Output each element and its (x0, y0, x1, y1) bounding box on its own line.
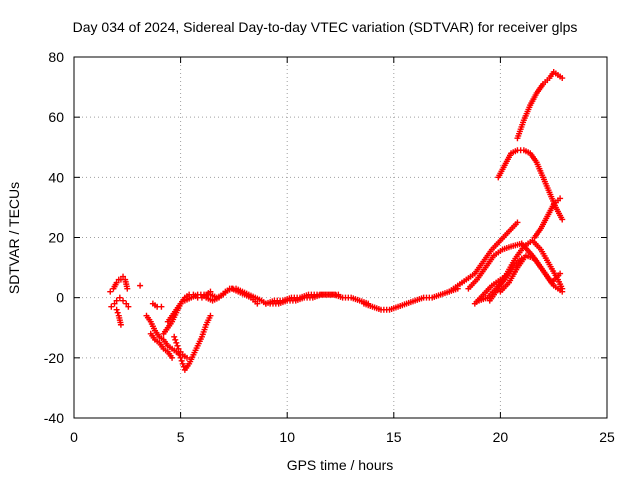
series-arc-evening-a (446, 219, 521, 295)
series-arc-morning-b (147, 330, 176, 361)
data-point (559, 75, 566, 82)
data-point (172, 336, 179, 343)
x-tick-label: 10 (279, 429, 295, 445)
data-point (177, 348, 184, 355)
data-point (113, 306, 120, 313)
data-point (174, 342, 181, 349)
data-point (120, 273, 127, 280)
y-axis-label: SDTVAR / TECUs (6, 182, 22, 294)
data-point (559, 285, 566, 292)
data-point (107, 288, 114, 295)
data-point (111, 300, 118, 307)
data-point (158, 303, 165, 310)
data-point (173, 339, 180, 346)
data-point (177, 354, 184, 361)
x-tick-label: 0 (70, 429, 78, 445)
series-arc-mid-b (203, 285, 261, 307)
series-arc-evening-d (486, 237, 566, 304)
series-arc-dip-b (171, 333, 190, 361)
series-arc-slope (164, 300, 184, 325)
series-arc-mid-d (267, 291, 342, 307)
data-point (178, 357, 185, 364)
y-tick-label: 20 (48, 230, 64, 246)
x-tick-label: 20 (493, 429, 509, 445)
x-tick-label: 15 (386, 429, 402, 445)
data-point (116, 294, 123, 301)
data-point (117, 321, 124, 328)
series-arc-evening-f (497, 252, 564, 295)
data-point (125, 303, 132, 310)
x-tick-label: 5 (177, 429, 185, 445)
x-axis-label: GPS time / hours (287, 457, 394, 473)
data-point (137, 282, 144, 289)
data-point (557, 270, 564, 277)
y-tick-label: 0 (56, 290, 64, 306)
series-arc-afternoon (360, 285, 461, 313)
series-arc-early-a (107, 273, 131, 295)
y-tick-label: 40 (48, 169, 64, 185)
x-tick-label: 25 (599, 429, 615, 445)
data-point (514, 219, 521, 226)
data-point (124, 285, 131, 292)
data-point (123, 300, 130, 307)
data-point (559, 216, 566, 223)
data-point (207, 312, 214, 319)
axis-ticks: 0 5 10 15 20 25 -40 -20 0 20 40 60 80 (44, 49, 615, 445)
data-point (183, 354, 190, 361)
data-point (113, 297, 120, 304)
data-points (107, 69, 566, 373)
data-point (120, 297, 127, 304)
data-point (108, 303, 115, 310)
series-arc-morning-c (149, 300, 165, 310)
data-point (177, 300, 184, 307)
series-arc-rising-high (514, 69, 566, 142)
data-point (113, 279, 120, 286)
data-point (557, 195, 564, 202)
y-tick-label: -20 (44, 350, 64, 366)
series-isolated-1 (137, 282, 144, 289)
series-arc-early-c (113, 306, 124, 328)
grid-lines (74, 57, 607, 418)
data-point (175, 345, 182, 352)
series-arc-hump (495, 147, 566, 223)
y-tick-label: -40 (44, 410, 64, 426)
series-arc-early-b (108, 294, 132, 310)
series-arc-late-rise (531, 195, 564, 241)
series-arc-morning-a (143, 312, 184, 358)
data-point (169, 354, 176, 361)
chart-title: Day 034 of 2024, Sidereal Day-to-day VTE… (73, 19, 578, 35)
data-point (179, 360, 186, 367)
data-point (114, 309, 121, 316)
data-point (254, 300, 261, 307)
data-point (335, 291, 342, 298)
series-arc-dip (175, 312, 214, 373)
y-tick-label: 80 (48, 49, 64, 65)
y-tick-label: 60 (48, 109, 64, 125)
data-point (171, 333, 178, 340)
